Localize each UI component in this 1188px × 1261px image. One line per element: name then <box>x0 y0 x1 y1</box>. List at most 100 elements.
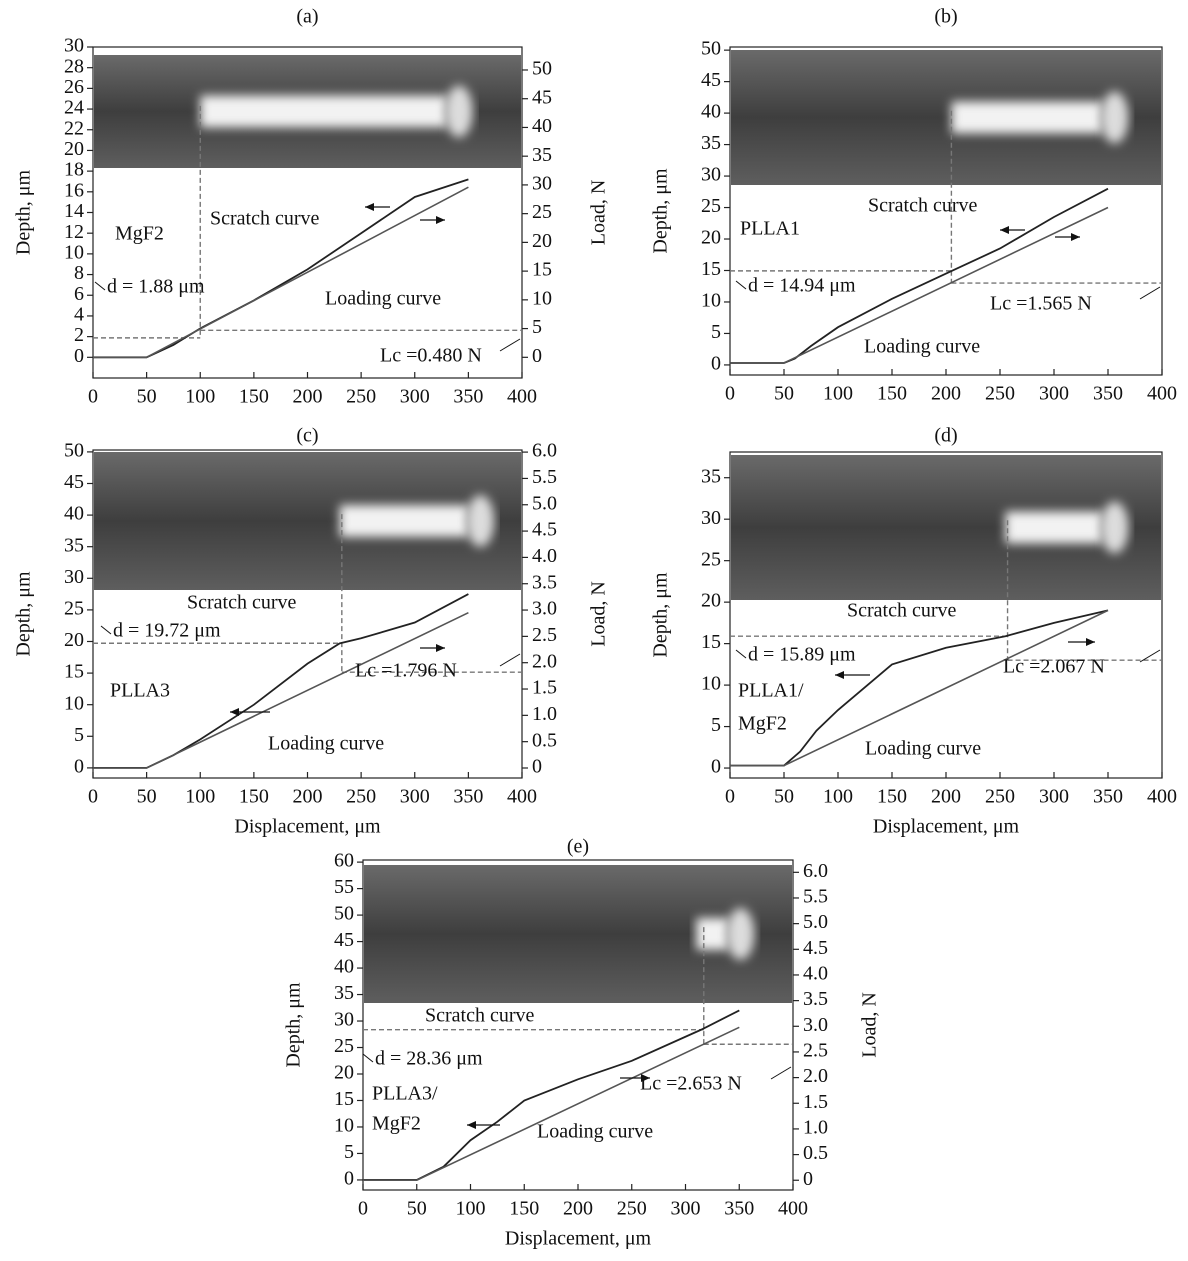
leader <box>1139 286 1161 300</box>
y2-tick-label: 4.5 <box>803 937 828 959</box>
x-tick-label: 0 <box>358 1198 368 1220</box>
scratch-track <box>339 505 469 537</box>
panel-title: (a) <box>296 6 318 28</box>
curve-label: Scratch curve <box>210 208 320 230</box>
sample-label: PLLA3/ <box>372 1083 438 1105</box>
depth-annotation: d = 28.36 μm <box>375 1048 483 1070</box>
x-tick-label: 200 <box>931 786 961 808</box>
sample-label: MgF2 <box>115 223 164 245</box>
y2-tick-label: 1.0 <box>532 703 557 725</box>
sample-label: PLLA1/ <box>738 680 804 702</box>
y-tick-label: 10 <box>701 290 721 312</box>
depth-annotation: d = 19.72 μm <box>113 620 221 642</box>
y-tick-label: 40 <box>334 956 354 978</box>
panel-title: (b) <box>934 6 957 28</box>
leader <box>499 653 521 667</box>
curve-label: Loading curve <box>268 733 384 755</box>
y2-tick-label: 6.0 <box>803 860 828 882</box>
curve-label: Scratch curve <box>425 1005 535 1027</box>
y2-tick-label: 5.0 <box>532 492 557 514</box>
load-annotation: Lc =2.067 N <box>1003 656 1105 678</box>
y-tick-label: 18 <box>64 159 84 181</box>
y2-tick-label: 2.5 <box>532 624 557 646</box>
y2-tick-label: 40 <box>532 115 552 137</box>
scratch-end <box>444 85 473 138</box>
y-tick-label: 25 <box>701 195 721 217</box>
x-axis-label: Displacement, μm <box>234 816 381 838</box>
x-tick-label: 250 <box>985 786 1015 808</box>
y2-axis-label: Load, N <box>588 581 610 647</box>
y-tick-label: 26 <box>64 76 84 98</box>
curve-label: Loading curve <box>865 738 981 760</box>
y2-axis-label: Load, N <box>588 180 610 246</box>
y-tick-label: 5 <box>74 724 84 746</box>
y2-tick-label: 0.5 <box>803 1142 828 1164</box>
y-tick-label: 10 <box>64 241 84 263</box>
y-tick-label: 30 <box>64 566 84 588</box>
y2-tick-label: 3.5 <box>532 571 557 593</box>
y-tick-label: 5 <box>344 1141 354 1163</box>
scratch-end <box>726 908 755 960</box>
y-tick-label: 20 <box>334 1062 354 1084</box>
y-tick-label: 14 <box>64 200 84 222</box>
y2-tick-label: 5.5 <box>532 466 557 488</box>
y-tick-label: 45 <box>701 69 721 91</box>
leader <box>94 281 106 291</box>
y-tick-label: 15 <box>701 631 721 653</box>
y2-tick-label: 1.5 <box>803 1091 828 1113</box>
x-tick-label: 400 <box>778 1198 808 1220</box>
y2-tick-label: 35 <box>532 144 552 166</box>
arrow-head <box>436 644 445 652</box>
y-tick-label: 15 <box>701 258 721 280</box>
x-tick-label: 350 <box>724 1198 754 1220</box>
x-tick-label: 300 <box>1039 383 1069 405</box>
x-tick-label: 350 <box>453 386 483 408</box>
curve-label: Scratch curve <box>868 195 978 217</box>
x-axis-label: Displacement, μm <box>873 816 1020 838</box>
sample-label: PLLA3 <box>110 680 170 702</box>
y-tick-label: 0 <box>74 755 84 777</box>
y-tick-label: 0 <box>711 756 721 778</box>
y-tick-label: 10 <box>701 673 721 695</box>
loading-curve <box>730 206 1109 364</box>
y2-tick-label: 3.0 <box>532 598 557 620</box>
leader <box>735 649 747 659</box>
x-tick-label: 0 <box>725 786 735 808</box>
x-tick-label: 50 <box>407 1198 427 1220</box>
x-tick-label: 150 <box>877 383 907 405</box>
y2-tick-label: 5.5 <box>803 886 828 908</box>
x-tick-label: 150 <box>239 386 269 408</box>
depth-annotation: d = 14.94 μm <box>748 275 856 297</box>
x-tick-label: 400 <box>507 386 537 408</box>
arrow-head <box>467 1121 476 1129</box>
y-tick-label: 60 <box>334 850 354 872</box>
x-tick-label: 150 <box>877 786 907 808</box>
panel-title: (c) <box>296 425 318 447</box>
y-tick-label: 0 <box>344 1168 354 1190</box>
sample-label: MgF2 <box>738 713 787 735</box>
depth-annotation: d = 1.88 μm <box>107 276 205 298</box>
x-tick-label: 200 <box>293 786 323 808</box>
y2-tick-label: 1.5 <box>532 677 557 699</box>
x-tick-label: 350 <box>1093 383 1123 405</box>
y-axis-label: Depth, μm <box>650 572 672 658</box>
y-tick-label: 35 <box>701 132 721 154</box>
y-tick-label: 24 <box>64 97 84 119</box>
y-axis-label: Depth, μm <box>13 169 35 255</box>
curve-label: Loading curve <box>325 288 441 310</box>
y-tick-label: 8 <box>74 262 84 284</box>
arrow-head <box>230 708 239 716</box>
sample-label: MgF2 <box>372 1113 421 1135</box>
y-tick-label: 20 <box>701 590 721 612</box>
y2-tick-label: 45 <box>532 86 552 108</box>
y-axis-label: Depth, μm <box>13 571 35 657</box>
scratch-track <box>200 95 447 128</box>
depth-annotation: d = 15.89 μm <box>748 644 856 666</box>
y-axis-label: Depth, μm <box>650 168 672 254</box>
x-tick-label: 50 <box>137 386 157 408</box>
y-tick-label: 16 <box>64 179 84 201</box>
y-tick-label: 25 <box>64 597 84 619</box>
panel-title: (d) <box>934 425 957 447</box>
arrow-head <box>641 1074 650 1082</box>
y2-tick-label: 2.0 <box>532 650 557 672</box>
